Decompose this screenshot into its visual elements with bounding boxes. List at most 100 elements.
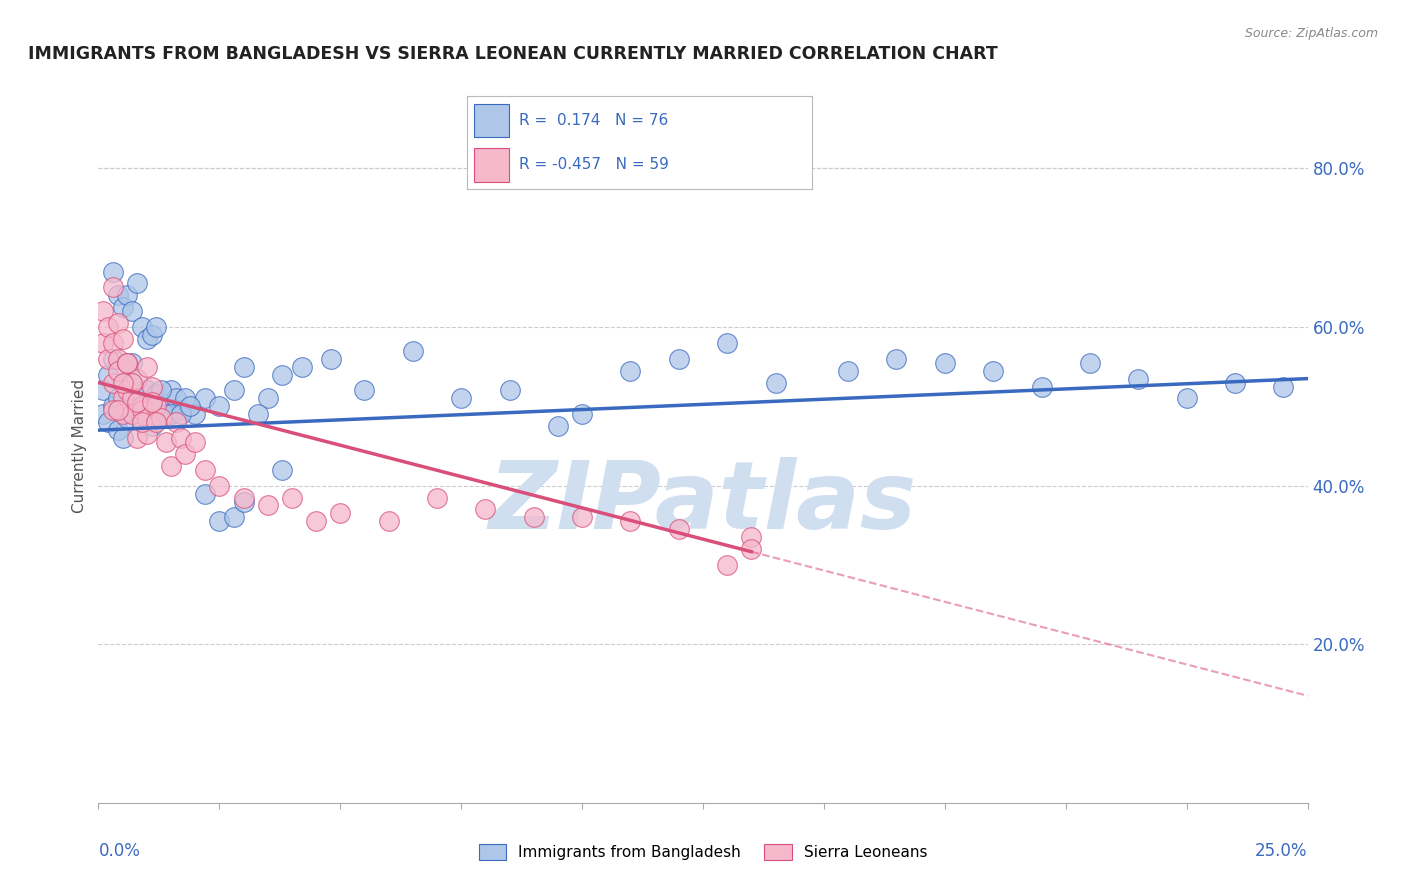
Point [145, 415, 167, 429]
Point [716, 558, 738, 572]
Point [222, 384, 245, 398]
Point [716, 335, 738, 350]
Point [111, 407, 134, 421]
Point [208, 400, 231, 414]
Text: ZIPatlas: ZIPatlas [489, 457, 917, 549]
Point [256, 499, 278, 513]
Point [571, 407, 593, 421]
Point [155, 407, 177, 421]
Point [97, 351, 120, 366]
Point [353, 384, 375, 398]
Point [127, 395, 149, 409]
Point [111, 332, 134, 346]
Point [97, 368, 120, 382]
Point [131, 320, 153, 334]
Point [174, 447, 197, 461]
Point [571, 510, 593, 524]
Point [107, 423, 129, 437]
Point [619, 364, 641, 378]
Point [135, 384, 157, 398]
Point [101, 400, 124, 414]
Point [1128, 371, 1150, 385]
Point [107, 392, 129, 406]
Point [117, 288, 139, 302]
Point [194, 463, 217, 477]
Point [127, 431, 149, 445]
Point [117, 356, 139, 370]
Text: 25.0%: 25.0% [1256, 842, 1308, 860]
Point [184, 435, 207, 450]
Text: Source: ZipAtlas.com: Source: ZipAtlas.com [1244, 27, 1378, 40]
Point [97, 415, 120, 429]
Point [1175, 392, 1198, 406]
Point [837, 364, 859, 378]
Point [91, 335, 114, 350]
Point [174, 392, 197, 406]
Point [150, 400, 173, 414]
Point [281, 491, 304, 505]
Point [160, 384, 183, 398]
Point [305, 514, 328, 528]
Point [765, 376, 787, 390]
Point [121, 376, 143, 390]
Text: IMMIGRANTS FROM BANGLADESH VS SIERRA LEONEAN CURRENTLY MARRIED CORRELATION CHART: IMMIGRANTS FROM BANGLADESH VS SIERRA LEO… [28, 45, 998, 62]
Point [101, 335, 124, 350]
Point [111, 376, 134, 390]
Point [319, 351, 342, 366]
Point [474, 502, 496, 516]
Point [208, 478, 231, 492]
Point [111, 376, 134, 390]
Point [117, 384, 139, 398]
Point [121, 356, 143, 370]
Y-axis label: Currently Married: Currently Married [72, 379, 87, 513]
Point [740, 530, 762, 544]
Point [97, 320, 120, 334]
Point [1223, 376, 1246, 390]
Point [127, 392, 149, 406]
Point [111, 300, 134, 314]
Point [101, 280, 124, 294]
Point [222, 510, 245, 524]
Point [498, 384, 520, 398]
Point [160, 458, 183, 473]
Point [121, 376, 143, 390]
Point [111, 431, 134, 445]
Point [155, 435, 177, 450]
Point [194, 392, 217, 406]
Point [101, 264, 124, 278]
Point [91, 304, 114, 318]
Point [135, 427, 157, 442]
Point [127, 403, 149, 417]
Point [127, 371, 149, 385]
Point [131, 403, 153, 417]
Point [290, 359, 312, 374]
Point [107, 316, 129, 330]
Point [523, 510, 546, 524]
Point [107, 288, 129, 302]
Point [127, 277, 149, 291]
Point [1272, 379, 1295, 393]
Point [131, 415, 153, 429]
Point [160, 407, 183, 421]
Point [886, 351, 908, 366]
Point [121, 392, 143, 406]
Point [377, 514, 399, 528]
Point [1078, 356, 1101, 370]
Point [135, 411, 157, 425]
Point [145, 400, 167, 414]
Point [232, 494, 254, 508]
Point [111, 392, 134, 406]
Point [256, 392, 278, 406]
Point [101, 376, 124, 390]
Point [247, 407, 270, 421]
Point [141, 328, 163, 343]
Point [1031, 379, 1053, 393]
Point [426, 491, 449, 505]
Point [107, 364, 129, 378]
Point [107, 351, 129, 366]
Point [194, 486, 217, 500]
Point [450, 392, 472, 406]
Point [547, 419, 569, 434]
Point [131, 400, 153, 414]
Point [271, 368, 294, 382]
